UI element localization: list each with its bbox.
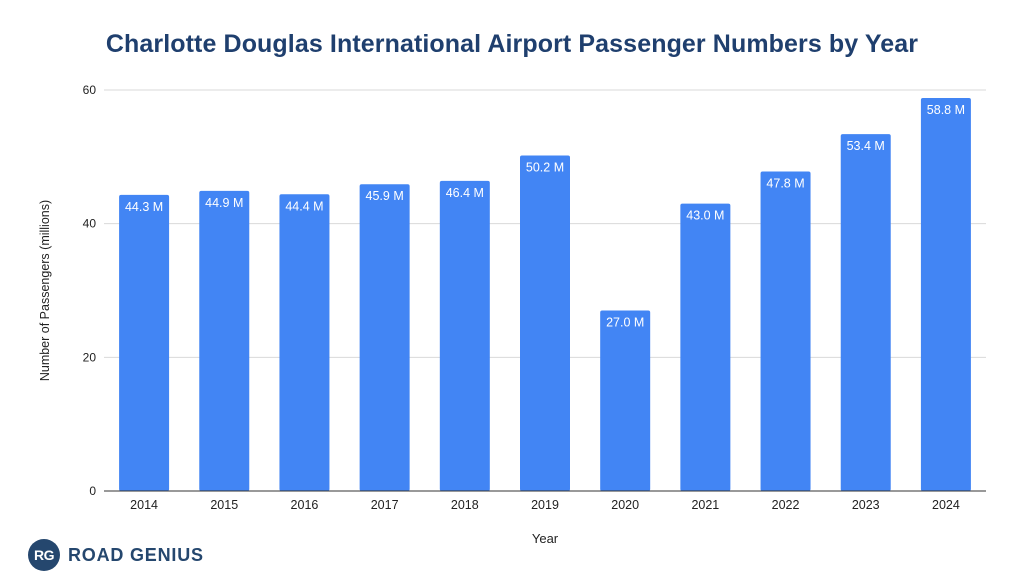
- bar-2021: [680, 203, 731, 491]
- x-tick-label: 2021: [691, 498, 719, 512]
- y-tick-label: 60: [83, 83, 97, 97]
- data-label: 47.8 M: [766, 177, 804, 191]
- x-tick-label: 2019: [531, 498, 559, 512]
- x-tick-label: 2020: [611, 498, 639, 512]
- bar-2017: [359, 184, 410, 492]
- bar-2014: [119, 194, 170, 491]
- bar-2016: [279, 194, 330, 491]
- data-label: 44.3 M: [125, 200, 163, 214]
- x-tick-label: 2023: [852, 498, 880, 512]
- bar-2023: [840, 134, 891, 492]
- chart-title: Charlotte Douglas International Airport …: [105, 30, 919, 58]
- bar-2024: [920, 98, 971, 492]
- brand-logo: RG ROAD GENIUS: [28, 538, 204, 572]
- x-tick-label: 2022: [772, 498, 800, 512]
- bar-2015: [199, 190, 250, 491]
- data-label: 45.9 M: [366, 189, 404, 203]
- road-genius-logo-icon: RG: [28, 539, 60, 571]
- data-label: 53.4 M: [847, 139, 885, 153]
- bar-2020: [600, 310, 651, 491]
- y-axis-ticks: 0 20 40 60: [83, 83, 97, 498]
- data-label: 46.4 M: [446, 186, 484, 200]
- y-tick-label: 20: [83, 350, 97, 364]
- data-label: 43.0 M: [686, 209, 724, 223]
- data-label: 44.4 M: [285, 199, 323, 213]
- data-label: 58.8 M: [927, 103, 965, 117]
- x-tick-label: 2015: [210, 498, 238, 512]
- data-label: 44.9 M: [205, 196, 243, 210]
- bar-2022: [760, 171, 811, 491]
- data-labels: 44.3 M 44.9 M 44.4 M 45.9 M 46.4 M 50.2 M 27.0…: [125, 103, 965, 330]
- x-tick-label: 2018: [451, 498, 479, 512]
- x-tick-label: 2016: [291, 498, 319, 512]
- bar-2019: [520, 155, 570, 491]
- x-tick-label: 2024: [932, 498, 960, 512]
- y-tick-label: 0: [89, 484, 96, 498]
- x-tick-label: 2014: [130, 498, 158, 512]
- x-axis-label: Year: [532, 531, 559, 546]
- x-axis-ticks: 2014 2015 2016 2017 2018 2019 2020 2021 2022 2023…: [130, 498, 960, 512]
- x-tick-label: 2017: [371, 498, 399, 512]
- data-label: 50.2 M: [526, 160, 564, 174]
- y-axis-label: Number of Passengers (millions): [38, 200, 52, 381]
- brand-name: ROAD GENIUS: [68, 544, 204, 565]
- data-label: 27.0 M: [606, 316, 644, 330]
- bars: [119, 98, 971, 492]
- y-tick-label: 40: [83, 217, 97, 231]
- bar-2018: [439, 180, 490, 492]
